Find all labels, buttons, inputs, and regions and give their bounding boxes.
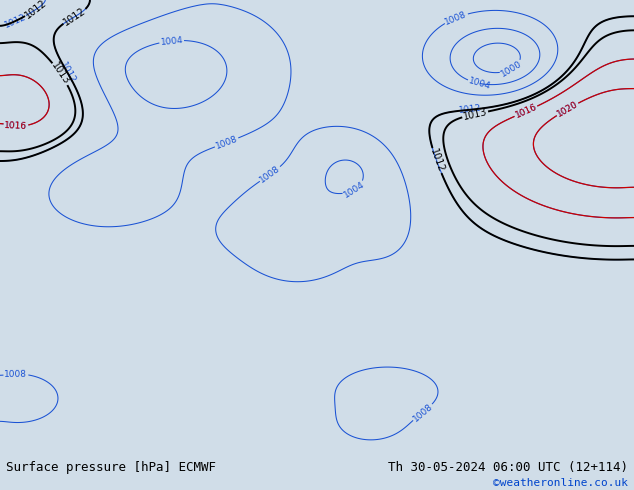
Text: 1008: 1008 bbox=[4, 369, 27, 379]
Text: 1012: 1012 bbox=[3, 12, 27, 30]
Text: ©weatheronline.co.uk: ©weatheronline.co.uk bbox=[493, 478, 628, 488]
Text: Surface pressure [hPa] ECMWF: Surface pressure [hPa] ECMWF bbox=[6, 461, 216, 474]
Text: 1016: 1016 bbox=[4, 121, 28, 131]
Text: 1012: 1012 bbox=[23, 0, 49, 21]
Text: 1012: 1012 bbox=[458, 104, 482, 116]
Text: 1012: 1012 bbox=[428, 147, 446, 174]
Text: 1013: 1013 bbox=[49, 61, 72, 87]
Text: 1004: 1004 bbox=[160, 35, 183, 47]
Text: 1016: 1016 bbox=[514, 102, 538, 120]
Text: 1008: 1008 bbox=[411, 401, 434, 423]
Text: 1008: 1008 bbox=[258, 164, 282, 185]
Text: 1004: 1004 bbox=[342, 180, 366, 199]
Text: 1012: 1012 bbox=[58, 61, 77, 85]
Text: 1013: 1013 bbox=[462, 107, 488, 122]
Text: 1016: 1016 bbox=[514, 102, 538, 120]
Text: 1012: 1012 bbox=[61, 6, 87, 27]
Text: 1020: 1020 bbox=[555, 99, 579, 119]
Text: 1008: 1008 bbox=[214, 134, 239, 151]
Text: 1008: 1008 bbox=[444, 9, 469, 26]
Text: 1000: 1000 bbox=[500, 59, 524, 78]
Text: 1020: 1020 bbox=[555, 99, 579, 119]
Text: 1004: 1004 bbox=[468, 76, 492, 91]
Text: Th 30-05-2024 06:00 UTC (12+114): Th 30-05-2024 06:00 UTC (12+114) bbox=[387, 461, 628, 474]
Text: 1016: 1016 bbox=[4, 121, 28, 131]
